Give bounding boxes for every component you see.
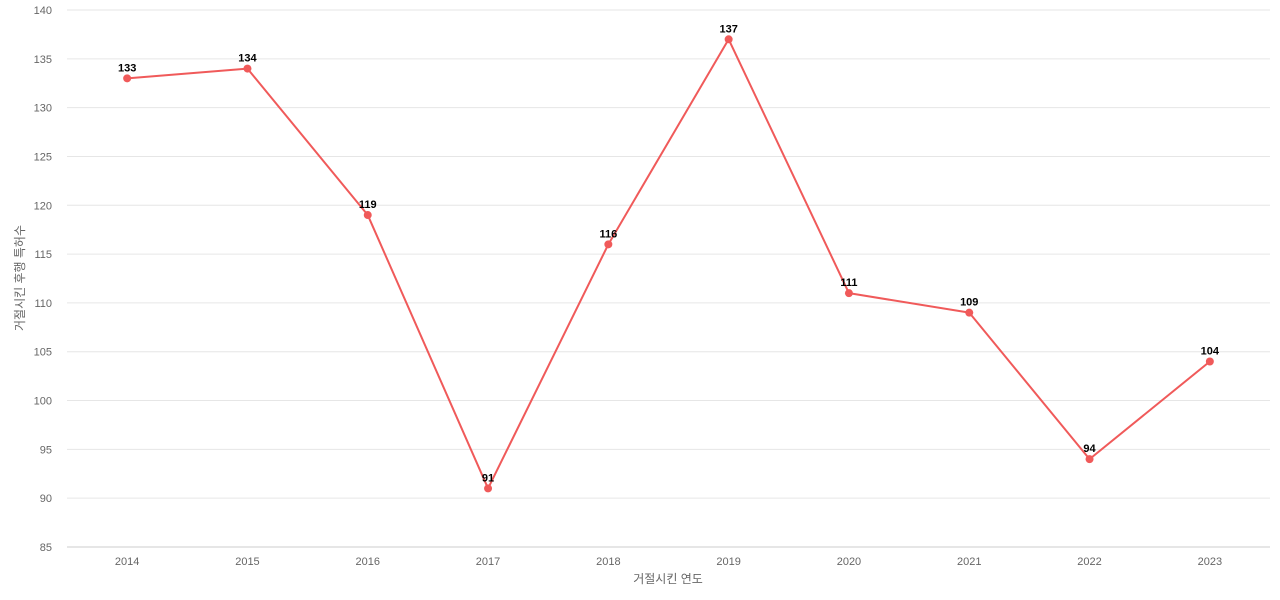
x-tick-label: 2022 (1077, 556, 1101, 568)
y-tick-label: 125 (34, 151, 52, 163)
y-axis-title: 거절시킨 후행 특허수 (12, 225, 27, 331)
x-tick-label: 2018 (596, 556, 620, 568)
data-point[interactable] (724, 35, 733, 44)
data-point[interactable] (484, 484, 493, 493)
y-tick-label: 130 (34, 103, 52, 115)
y-tick-label: 95 (40, 444, 52, 456)
x-tick-label: 2016 (356, 556, 380, 568)
data-point[interactable] (1085, 455, 1094, 464)
data-label: 111 (840, 277, 857, 289)
y-tick-label: 90 (40, 493, 52, 505)
data-label: 109 (960, 297, 978, 309)
y-tick-label: 105 (34, 347, 52, 359)
data-point[interactable] (844, 289, 853, 298)
x-axis-title: 거절시킨 연도 (633, 572, 703, 586)
y-tick-label: 135 (34, 54, 52, 66)
data-label: 94 (1083, 443, 1096, 455)
series-line (127, 38, 1211, 490)
y-tick-label: 110 (34, 298, 52, 310)
data-point[interactable] (1205, 357, 1214, 366)
data-point[interactable] (123, 74, 132, 83)
x-tick-label: 2014 (115, 556, 139, 568)
data-label: 137 (719, 23, 737, 35)
data-labels: 133 134 119 91 116 137 111 109 94 104 (118, 23, 1220, 484)
data-label: 116 (599, 228, 617, 240)
series (123, 35, 1214, 493)
gridlines (67, 9, 1270, 548)
y-tick-label: 120 (34, 200, 52, 212)
y-axis-ticks: 85 90 95 100 105 110 115 120 125 130 135 140 (34, 5, 52, 554)
y-tick-label: 85 (40, 542, 52, 554)
data-point[interactable] (243, 64, 252, 73)
x-tick-label: 2019 (716, 556, 740, 568)
x-tick-label: 2020 (837, 556, 861, 568)
data-point[interactable] (965, 308, 974, 317)
y-tick-label: 140 (34, 5, 52, 17)
data-point[interactable] (363, 211, 372, 220)
data-label: 104 (1201, 345, 1220, 357)
y-tick-label: 115 (34, 249, 52, 261)
data-point[interactable] (604, 240, 613, 249)
x-axis-ticks: 2014 2015 2016 2017 2018 2019 2020 2021 2022 2023 (115, 556, 1222, 568)
data-label: 119 (359, 199, 377, 211)
x-tick-label: 2023 (1198, 556, 1222, 568)
data-label: 134 (238, 53, 257, 65)
x-tick-label: 2021 (957, 556, 981, 568)
x-tick-label: 2015 (235, 556, 259, 568)
y-tick-label: 100 (34, 396, 52, 408)
data-label: 133 (118, 62, 136, 74)
data-label: 91 (482, 472, 494, 484)
x-tick-label: 2017 (476, 556, 500, 568)
